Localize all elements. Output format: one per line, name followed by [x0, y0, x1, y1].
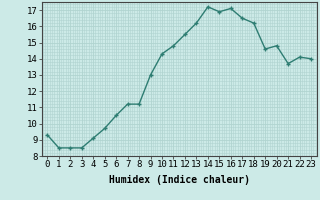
X-axis label: Humidex (Indice chaleur): Humidex (Indice chaleur) — [109, 175, 250, 185]
